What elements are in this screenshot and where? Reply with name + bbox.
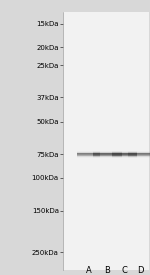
Text: A: A [86, 266, 92, 275]
Text: B: B [105, 266, 110, 275]
Text: D: D [137, 266, 143, 275]
Text: C: C [122, 266, 128, 275]
